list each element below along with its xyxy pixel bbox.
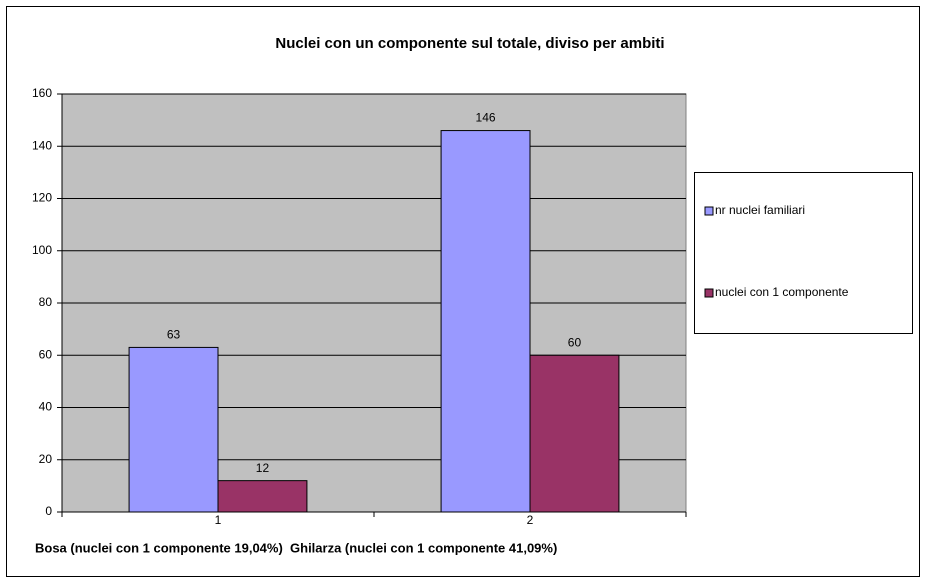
x-axis-label: Bosa (nuclei con 1 componente 19,04%) Gh… [35,540,557,555]
data-label: 146 [476,111,496,125]
legend-label: nuclei con 1 componente [715,285,849,299]
y-tick-label: 0 [45,504,52,518]
bar [440,130,531,513]
legend-box [694,172,913,334]
y-tick-label: 140 [32,138,52,152]
y-tick-label: 60 [39,347,53,361]
bar [128,346,219,513]
legend-label: nr nuclei familiari [715,203,805,217]
x-tick-label: 2 [527,513,534,527]
y-tick-label: 120 [32,191,52,205]
y-tick-label: 20 [39,452,53,466]
data-label: 12 [256,461,270,475]
y-tick-label: 40 [39,400,53,414]
y-tick-label: 100 [32,243,52,257]
x-tick-label: 1 [215,513,222,527]
legend-swatch [704,206,714,216]
bar [217,480,308,513]
chart-title: Nuclei con un componente sul totale, div… [275,35,664,52]
data-label: 63 [167,328,181,342]
bar [529,354,620,513]
y-tick-label: 160 [32,86,52,100]
data-label: 60 [568,335,582,349]
y-tick-label: 80 [39,295,53,309]
legend-swatch [704,288,714,298]
